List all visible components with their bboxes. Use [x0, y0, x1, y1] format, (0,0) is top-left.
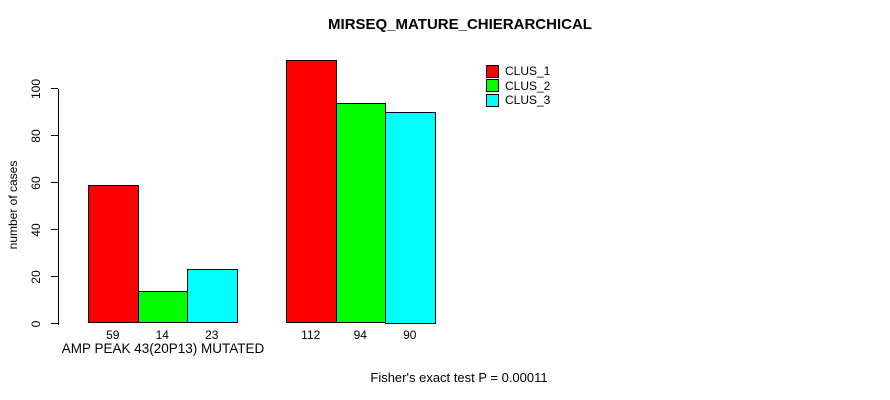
bar-clus_1 [88, 184, 139, 324]
y-axis-tick [51, 135, 58, 136]
y-axis-tick [51, 323, 58, 324]
legend: CLUS_1 CLUS_2 CLUS_3 [486, 64, 550, 108]
y-axis-tick [51, 229, 58, 230]
legend-item: CLUS_3 [486, 93, 550, 108]
legend-swatch-clus_3 [486, 93, 499, 107]
bar-value-label: 14 [155, 327, 169, 342]
bar-clus_1 [286, 60, 337, 324]
bar-clus_3 [187, 269, 238, 324]
legend-item: CLUS_2 [486, 79, 550, 94]
bar-value-label: 112 [301, 327, 321, 342]
bar-value-label: 90 [403, 327, 417, 342]
bar-clus_3 [385, 112, 436, 324]
bar-clus_2 [137, 290, 188, 324]
y-axis-tick-label: 100 [29, 78, 43, 99]
legend-label: CLUS_2 [505, 78, 551, 93]
stat-test-label: Fisher's exact test P = 0.00011 [370, 370, 548, 385]
chart-title: MIRSEQ_MATURE_CHIERARCHICAL [328, 16, 592, 33]
bar-clus_2 [335, 102, 386, 324]
legend-item: CLUS_1 [486, 64, 550, 79]
legend-swatch-clus_2 [486, 79, 499, 93]
y-axis-line [58, 88, 59, 325]
bar-value-label: 23 [205, 327, 219, 342]
y-axis-tick [51, 276, 58, 277]
bar-value-label: 94 [353, 327, 367, 342]
legend-label: CLUS_1 [505, 64, 551, 79]
y-axis-tick [51, 182, 58, 183]
x-group-label: AMP PEAK 43(20P13) MUTATED [61, 341, 265, 356]
y-axis-tick [51, 88, 58, 89]
bar-value-label: 59 [106, 327, 120, 342]
legend-label: CLUS_3 [505, 93, 551, 108]
legend-swatch-clus_1 [486, 64, 499, 78]
